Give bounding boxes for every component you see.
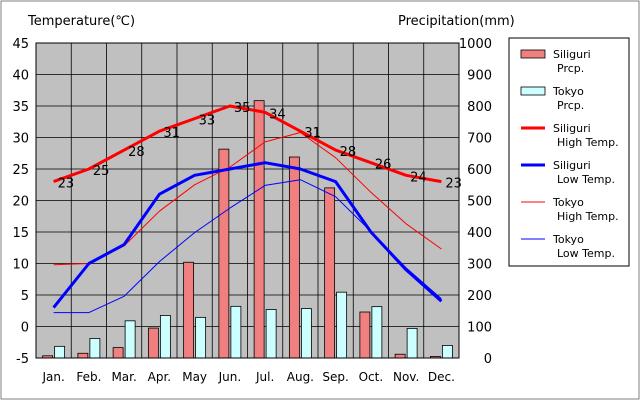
data-label: 28 <box>128 145 145 160</box>
data-label: 25 <box>93 164 110 179</box>
month-label: May <box>182 370 207 384</box>
legend-label: High Temp. <box>557 136 619 149</box>
left-tick-label: 30 <box>12 132 29 147</box>
data-label: 31 <box>163 126 180 141</box>
line-siliguri-low-temp- <box>52 161 443 309</box>
data-label: 34 <box>269 107 286 122</box>
month-label: Dec. <box>428 370 455 384</box>
bar-tokyo-prcp- <box>195 316 207 359</box>
data-label: 23 <box>58 177 75 192</box>
month-label: Apr. <box>148 370 171 384</box>
legend-label: Tokyo <box>552 85 584 98</box>
right-tick-label: 400 <box>467 226 492 241</box>
right-tick-label: 300 <box>467 258 492 273</box>
plot-border <box>35 42 460 359</box>
data-label: 26 <box>375 158 392 173</box>
legend-label: Siliguri <box>553 122 591 135</box>
bar-siliguri-prcp- <box>77 352 89 359</box>
left-axis-title: Temperature(℃) <box>27 14 135 29</box>
bar-siliguri-prcp- <box>394 353 406 359</box>
bar-tokyo-prcp- <box>54 345 66 359</box>
legend-label: Tokyo <box>552 196 584 209</box>
month-label: Aug. <box>287 370 314 384</box>
legend-label: Siliguri <box>553 159 591 172</box>
bar-siliguri-prcp- <box>359 311 371 359</box>
bar-tokyo-prcp- <box>159 315 171 359</box>
legend-label: Low Temp. <box>557 173 615 186</box>
bar-tokyo-prcp- <box>124 320 136 359</box>
bar-tokyo-prcp- <box>230 305 242 359</box>
right-tick-label: 100 <box>467 321 492 336</box>
bar-siliguri-prcp- <box>112 347 124 359</box>
left-tick-label: 5 <box>21 289 29 304</box>
left-tick-label: 45 <box>12 37 29 52</box>
legend-label: Low Temp. <box>557 247 615 260</box>
left-tick-label: -5 <box>16 352 29 367</box>
right-tick-label: 800 <box>467 100 492 115</box>
bar-tokyo-prcp- <box>406 327 418 359</box>
right-tick-label: 900 <box>467 69 492 84</box>
bar-tokyo-prcp- <box>89 338 101 359</box>
right-tick-label: 200 <box>467 289 492 304</box>
bar-siliguri-prcp- <box>183 261 195 359</box>
bar-siliguri-prcp- <box>253 100 265 359</box>
month-label: Feb. <box>76 370 101 384</box>
right-tick-label: 700 <box>467 132 492 147</box>
legend-label: Prcp. <box>557 62 584 75</box>
left-tick-label: 20 <box>12 195 29 210</box>
month-label: Nov. <box>393 370 419 384</box>
line-siliguri-high-temp- <box>53 104 442 184</box>
bar-siliguri-prcp- <box>218 148 230 359</box>
right-tick-label: 0 <box>484 352 492 367</box>
legend-box <box>508 37 630 267</box>
bar-siliguri-prcp- <box>324 187 336 359</box>
bar-siliguri-prcp- <box>147 327 159 359</box>
month-label: Jul. <box>255 370 274 384</box>
right-tick-label: 500 <box>467 195 492 210</box>
left-tick-label: 25 <box>12 163 29 178</box>
month-label: Sep. <box>322 370 348 384</box>
month-label: Jun. <box>218 370 242 384</box>
data-label: 23 <box>445 177 462 192</box>
bar-siliguri-prcp- <box>288 156 300 359</box>
data-label: 28 <box>340 145 357 160</box>
left-tick-label: 0 <box>21 321 29 336</box>
data-label: 33 <box>199 114 216 129</box>
left-tick-label: 10 <box>12 258 29 273</box>
bar-tokyo-prcp- <box>300 308 312 359</box>
legend-label: Tokyo <box>552 233 584 246</box>
data-label: 31 <box>304 126 321 141</box>
data-label: 24 <box>410 170 427 185</box>
bar-tokyo-prcp- <box>441 344 453 359</box>
legend-label: High Temp. <box>557 210 619 223</box>
right-tick-label: 1000 <box>459 37 492 52</box>
bar-tokyo-prcp- <box>265 309 277 359</box>
bar-tokyo-prcp- <box>371 306 383 359</box>
legend-label: Siliguri <box>553 48 591 61</box>
month-label: Jan. <box>41 370 64 384</box>
left-tick-label: 15 <box>12 226 29 241</box>
right-axis-title: Precipitation(mm) <box>398 14 515 29</box>
legend-swatch <box>520 86 546 96</box>
data-label: 35 <box>234 101 251 116</box>
bar-tokyo-prcp- <box>336 291 348 359</box>
left-tick-label: 35 <box>12 100 29 115</box>
legend-swatch <box>520 49 546 59</box>
month-label: Mar. <box>111 370 136 384</box>
legend-label: Prcp. <box>557 99 584 112</box>
right-tick-label: 600 <box>467 163 492 178</box>
left-tick-label: 40 <box>12 69 29 84</box>
month-label: Oct. <box>359 370 384 384</box>
